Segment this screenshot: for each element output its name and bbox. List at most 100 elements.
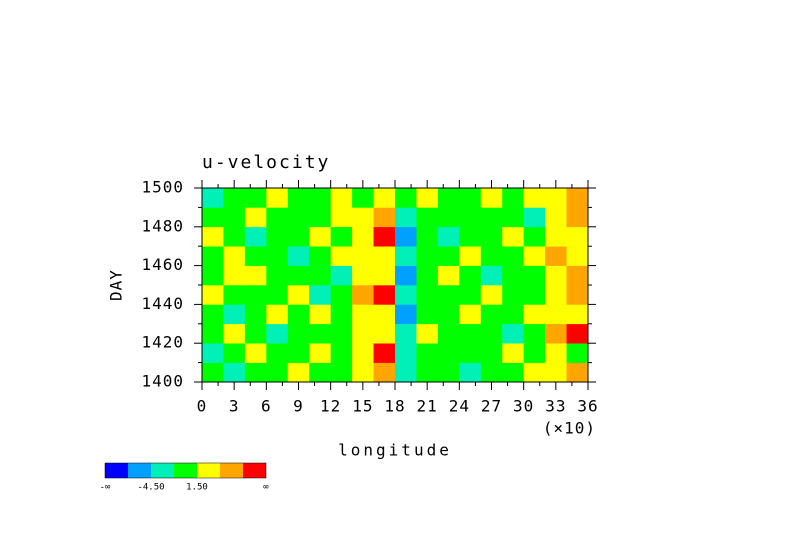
x-tick-label: 27 — [481, 397, 502, 416]
heat-cell — [480, 323, 503, 344]
heat-cell — [309, 265, 331, 286]
heat-cell — [266, 362, 289, 383]
heat-cell — [437, 285, 460, 305]
heat-cell — [545, 323, 567, 344]
heat-cell — [330, 362, 353, 383]
heat-cell — [566, 188, 589, 208]
heat-cell — [330, 304, 353, 325]
heat-cell — [523, 323, 546, 344]
heat-cell — [545, 343, 567, 363]
heat-cell — [223, 226, 246, 247]
heat-cell — [330, 323, 353, 344]
heat-cell — [266, 323, 289, 344]
heat-cell — [502, 323, 524, 344]
heat-cell — [352, 362, 374, 383]
x-tick-label: 21 — [417, 397, 438, 416]
y-tick-label: 1480 — [141, 216, 184, 235]
heat-cell — [459, 226, 482, 247]
heat-cell — [395, 343, 417, 363]
heat-cell — [395, 188, 417, 208]
colorbar-label: -4.50 — [137, 483, 164, 493]
colorbar-frame — [104, 462, 267, 479]
heat-cell — [244, 265, 267, 286]
heat-cell — [523, 362, 546, 383]
heat-cell — [287, 343, 310, 363]
heat-cell — [437, 207, 460, 228]
heat-cell — [202, 343, 224, 363]
heat-cell — [459, 265, 482, 286]
heat-cell — [244, 304, 267, 325]
heat-cell — [244, 188, 267, 208]
heat-cell — [330, 265, 353, 286]
heat-cell — [416, 265, 439, 286]
heat-cell — [309, 207, 331, 228]
heat-cell — [459, 207, 482, 228]
heat-cell — [223, 304, 246, 325]
heat-cell — [223, 246, 246, 266]
heat-cell — [287, 226, 310, 247]
heat-cell — [459, 343, 482, 363]
heat-cell — [330, 207, 353, 228]
heat-cell — [373, 285, 396, 305]
heat-cell — [244, 226, 267, 247]
heat-cell — [523, 285, 546, 305]
heat-cell — [480, 362, 503, 383]
heat-cell — [480, 246, 503, 266]
heat-cell — [416, 226, 439, 247]
heat-cell — [244, 323, 267, 344]
heat-cell — [480, 343, 503, 363]
heat-cell — [566, 343, 589, 363]
heat-cell — [223, 207, 246, 228]
heat-cell — [287, 188, 310, 208]
x-tick-label: 0 — [197, 397, 208, 416]
heat-cell — [395, 246, 417, 266]
heat-cell — [309, 188, 331, 208]
heat-cell — [437, 226, 460, 247]
heat-cell — [480, 207, 503, 228]
heat-cell — [287, 207, 310, 228]
heat-cell — [352, 246, 374, 266]
heat-cell — [266, 226, 289, 247]
heat-cell — [373, 304, 396, 325]
heat-cell — [352, 343, 374, 363]
heat-cell — [395, 304, 417, 325]
heat-cell — [545, 362, 567, 383]
y-tick-label: 1400 — [141, 372, 184, 391]
heat-cell — [244, 285, 267, 305]
heat-cell — [266, 246, 289, 266]
heat-cell — [309, 362, 331, 383]
heat-cell — [502, 265, 524, 286]
heat-cell — [480, 226, 503, 247]
heat-cell — [223, 265, 246, 286]
heat-cell — [459, 246, 482, 266]
heat-cell — [266, 207, 289, 228]
heat-cell — [437, 188, 460, 208]
heat-cell — [523, 246, 546, 266]
heat-cell — [373, 226, 396, 247]
colorbar-swatch — [128, 463, 151, 478]
heat-cell — [545, 207, 567, 228]
y-tick-label: 1420 — [141, 333, 184, 352]
heat-cell — [373, 188, 396, 208]
heat-cell — [566, 304, 589, 325]
heat-cell — [287, 265, 310, 286]
heat-cell — [545, 188, 567, 208]
heat-cell — [566, 207, 589, 228]
heat-cell — [266, 188, 289, 208]
heat-cell — [480, 265, 503, 286]
heat-cell — [545, 285, 567, 305]
heat-cell — [437, 304, 460, 325]
heat-cell — [437, 246, 460, 266]
heat-cell — [523, 304, 546, 325]
heat-cell — [244, 246, 267, 266]
heat-cell — [223, 285, 246, 305]
x-tick-label: 18 — [384, 397, 405, 416]
heat-cell — [202, 304, 224, 325]
heat-cell — [373, 362, 396, 383]
x-tick-label: 3 — [229, 397, 240, 416]
heat-cell — [202, 246, 224, 266]
heat-cell — [266, 304, 289, 325]
heat-cell — [416, 188, 439, 208]
heat-cell — [352, 323, 374, 344]
